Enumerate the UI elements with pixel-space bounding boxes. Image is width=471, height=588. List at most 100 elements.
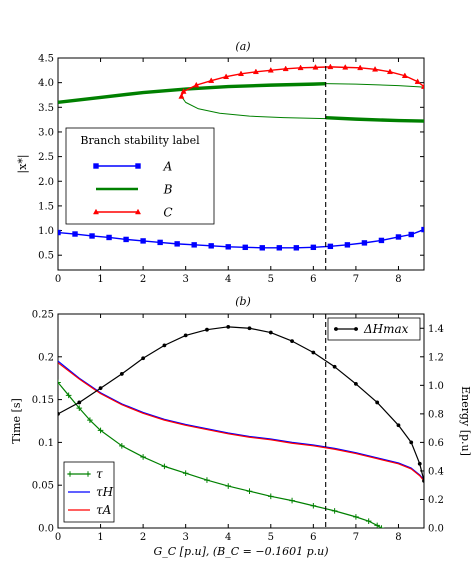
series-c-point — [401, 72, 408, 78]
series-a-point — [208, 243, 214, 249]
series-tau-point — [140, 454, 146, 460]
series-tau-point — [353, 514, 359, 520]
panel-a-y-tick-label: 1.0 — [38, 226, 54, 237]
panel-b-y-right-tick-label: 0.4 — [428, 466, 444, 477]
panel-b-x-tick-label: 7 — [353, 532, 359, 543]
legend-b-label: B — [163, 183, 173, 197]
panel-b-plot-area — [58, 314, 424, 528]
series-taua-line — [58, 362, 424, 482]
series-tau-point — [365, 518, 372, 524]
series-a-point — [225, 244, 231, 250]
series-c-point — [282, 65, 289, 72]
legend-tauh-label: τH — [96, 485, 114, 499]
series-dh-line — [58, 326, 424, 482]
series-dh-point — [205, 327, 209, 332]
panel-a-axes-frame — [57, 57, 425, 271]
series-tau-point — [58, 379, 61, 386]
series-dh-point — [396, 423, 401, 428]
series-tau-point — [182, 470, 189, 477]
series-dh-point — [354, 382, 358, 386]
legend-tau-label: τ — [96, 467, 103, 481]
panel-b-y-right-tick-label: 1.0 — [428, 381, 444, 392]
series-c-point — [180, 88, 187, 94]
series-dh-point — [162, 343, 167, 348]
legend-tau-marker — [67, 471, 73, 477]
series-tau-line — [58, 382, 382, 528]
legend-tau-marker — [85, 471, 91, 477]
panel-a-x-ticks: 0 1 2 3 4 5 6 7 8 — [55, 58, 402, 285]
series-a-point — [344, 242, 351, 248]
panel-a-x-tick-label: 7 — [353, 274, 359, 285]
series-c-point — [178, 93, 185, 99]
series-tau-point — [87, 417, 93, 423]
legend-c-marker — [92, 208, 100, 215]
panel-b-x-label: G_C [p.u], (B_C = −0.1601 p.u) — [153, 545, 328, 558]
panel-b-x-tick-label: 5 — [268, 532, 274, 543]
series-tau-point — [378, 525, 385, 528]
panel-b-y-right-ticks: 0.0 0.2 0.4 0.6 0.8 1.0 1.2 1.4 — [420, 324, 444, 535]
panel-a-legend: Branch stability label ABC — [65, 127, 215, 225]
series-a-point — [58, 229, 61, 236]
series-c-point — [223, 73, 230, 79]
series-c-point — [420, 83, 424, 89]
panel-b-legend-right-box — [327, 317, 421, 341]
panel-b-y-right-tick-label: 0.0 — [428, 524, 444, 535]
panel-a-y-tick-label: 3.0 — [38, 127, 54, 138]
series-dh-point — [268, 330, 273, 335]
series-a-point — [89, 233, 95, 239]
series-a-point — [174, 241, 180, 247]
panel-b-y-right-tick-label: 0.2 — [428, 495, 444, 506]
series-dh-point — [183, 333, 188, 338]
series-tau-point — [374, 522, 380, 528]
panel-b-title: (b) — [235, 295, 251, 308]
legend-a-label: A — [163, 160, 173, 174]
series-tau-point — [119, 443, 125, 449]
series-dh-point — [332, 364, 337, 369]
series-dh-point — [409, 440, 414, 445]
series-a-point — [140, 238, 146, 244]
legend-c-marker — [134, 208, 142, 215]
series-dh-point — [311, 350, 316, 355]
panel-a-y-label: |x*| — [16, 154, 30, 173]
series-a-point — [191, 242, 197, 248]
panel-a-x-tick-label: 3 — [182, 274, 188, 285]
series-c-point — [267, 67, 274, 73]
panel-a: (a) 0 1 2 3 4 5 6 7 8 0.5 1.0 1.5 2.0 2.5 3.0 3.5 4.0 4.… — [16, 40, 425, 285]
panel-b-x-tick-label: 6 — [310, 532, 316, 543]
series-b-unstable-lower-line — [181, 96, 326, 120]
series-tau-point — [225, 483, 232, 489]
panel-b-y-tick-label: 0.1 — [38, 438, 54, 449]
series-c-point — [372, 66, 379, 72]
series-a-point — [310, 244, 317, 251]
panel-a-x-tick-label: 4 — [225, 274, 231, 285]
legend-c-label: C — [163, 206, 172, 220]
panel-b-x-tick-label: 4 — [225, 532, 231, 543]
series-dh-point — [247, 326, 252, 331]
series-a-point — [259, 245, 265, 251]
series-a-line — [58, 228, 424, 249]
series-a-point — [293, 245, 300, 251]
panel-b-y-tick-label: 0.2 — [38, 352, 54, 363]
series-dh-point — [58, 411, 60, 416]
panel-a-y-tick-label: 0.5 — [38, 251, 54, 262]
series-c-point — [342, 64, 349, 70]
series-c-point — [237, 70, 245, 77]
panel-b-axes-frame — [57, 313, 425, 529]
series-tau-point — [97, 427, 104, 434]
legend-a-marker — [93, 163, 99, 169]
panel-b-y-right-tick-label: 0.6 — [428, 438, 444, 449]
series-b-stable-upper-line — [58, 81, 326, 105]
panel-a-plot-area — [58, 58, 424, 270]
legend-dh-marker — [354, 327, 358, 331]
panel-a-y-tick-label: 2.5 — [38, 152, 54, 163]
panel-b-x-ticks: 0 1 2 3 4 5 6 7 8 — [55, 314, 402, 543]
panel-b-legend-left: τ τH τA — [63, 461, 115, 523]
panel-b-y-right-tick-label: 0.8 — [428, 409, 444, 420]
series-b-unstable-upper-line — [325, 83, 424, 88]
panel-a-x-tick-label: 6 — [310, 274, 316, 285]
panel-b-y-right-tick-label: 1.4 — [428, 324, 444, 335]
series-tau-point — [267, 493, 274, 500]
panel-b-y-tick-label: 0.15 — [32, 395, 54, 406]
panel-b-y-tick-label: 0.25 — [32, 310, 54, 321]
